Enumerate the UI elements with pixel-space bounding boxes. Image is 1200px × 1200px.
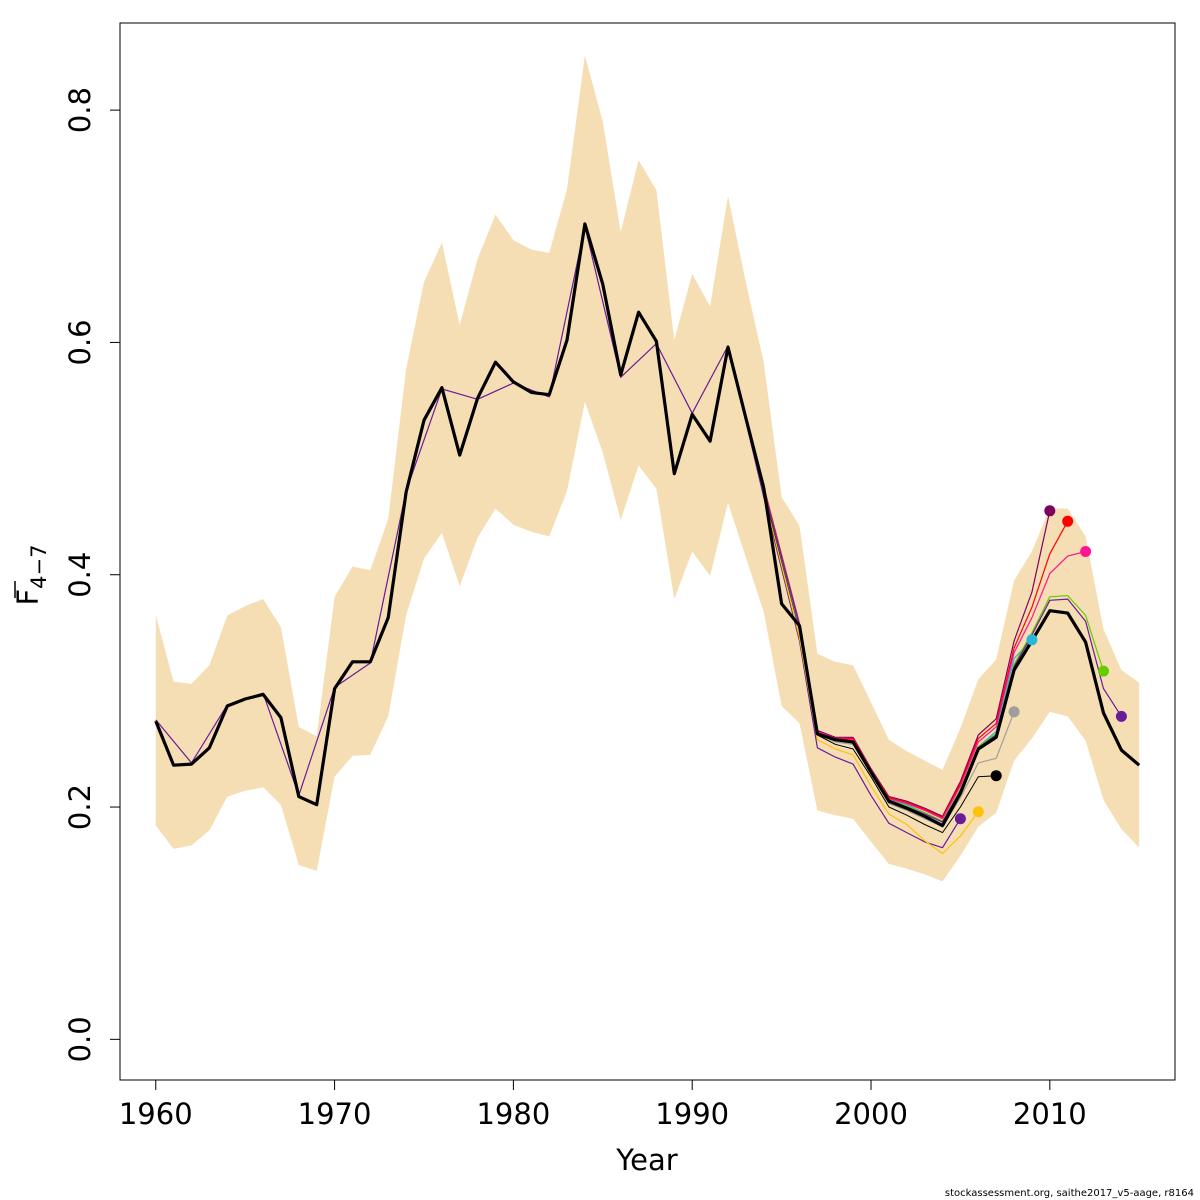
x-tick-label: 1980 bbox=[476, 1097, 550, 1131]
svg-text:F4−7: F4−7 bbox=[11, 544, 51, 605]
x-axis: 1960 1970 1980 1990 2000 2010 bbox=[119, 1079, 1087, 1131]
y-tick-label: 0.8 bbox=[63, 87, 97, 133]
y-tick-label: 0.4 bbox=[63, 552, 97, 598]
series-end-point-10 bbox=[1115, 710, 1127, 722]
y-tick-label: 0.2 bbox=[63, 784, 97, 830]
series-end-point-3 bbox=[990, 770, 1002, 782]
footer-note: stockassessment.org, saithe2017_v5-aage,… bbox=[945, 1188, 1194, 1199]
series-end-point-4 bbox=[1008, 706, 1020, 718]
series-end-markers bbox=[954, 505, 1127, 825]
y-axis-title-base: F bbox=[11, 589, 45, 606]
y-tick-label: 0.0 bbox=[63, 1016, 97, 1062]
series-end-point-1 bbox=[954, 813, 966, 825]
y-axis-title: F4−7 bbox=[11, 544, 51, 605]
x-tick-label: 2000 bbox=[834, 1097, 908, 1131]
x-tick-label: 1970 bbox=[298, 1097, 372, 1131]
confidence-band bbox=[155, 55, 1140, 882]
x-tick-label: 1990 bbox=[655, 1097, 729, 1131]
x-tick-label: 1960 bbox=[119, 1097, 193, 1131]
series-end-point-2 bbox=[972, 806, 984, 818]
series-line-0 bbox=[154, 222, 1141, 828]
series-line-1 bbox=[155, 225, 961, 849]
series-lines bbox=[154, 222, 1141, 855]
series-line-6 bbox=[763, 486, 1051, 817]
series-end-point-6 bbox=[1044, 505, 1056, 517]
y-tick-label: 0.6 bbox=[63, 319, 97, 365]
series-end-point-7 bbox=[1062, 515, 1074, 527]
x-tick-label: 2010 bbox=[1013, 1097, 1087, 1131]
series-end-point-9 bbox=[1098, 665, 1109, 677]
y-axis: 0.0 0.2 0.4 0.6 0.8 bbox=[63, 87, 121, 1062]
series-end-point-8 bbox=[1080, 546, 1092, 557]
series-end-point-5 bbox=[1026, 634, 1038, 646]
band-polygon bbox=[155, 55, 1140, 882]
y-axis-title-subscript: 4−7 bbox=[27, 544, 51, 588]
x-axis-title: Year bbox=[615, 1143, 677, 1177]
